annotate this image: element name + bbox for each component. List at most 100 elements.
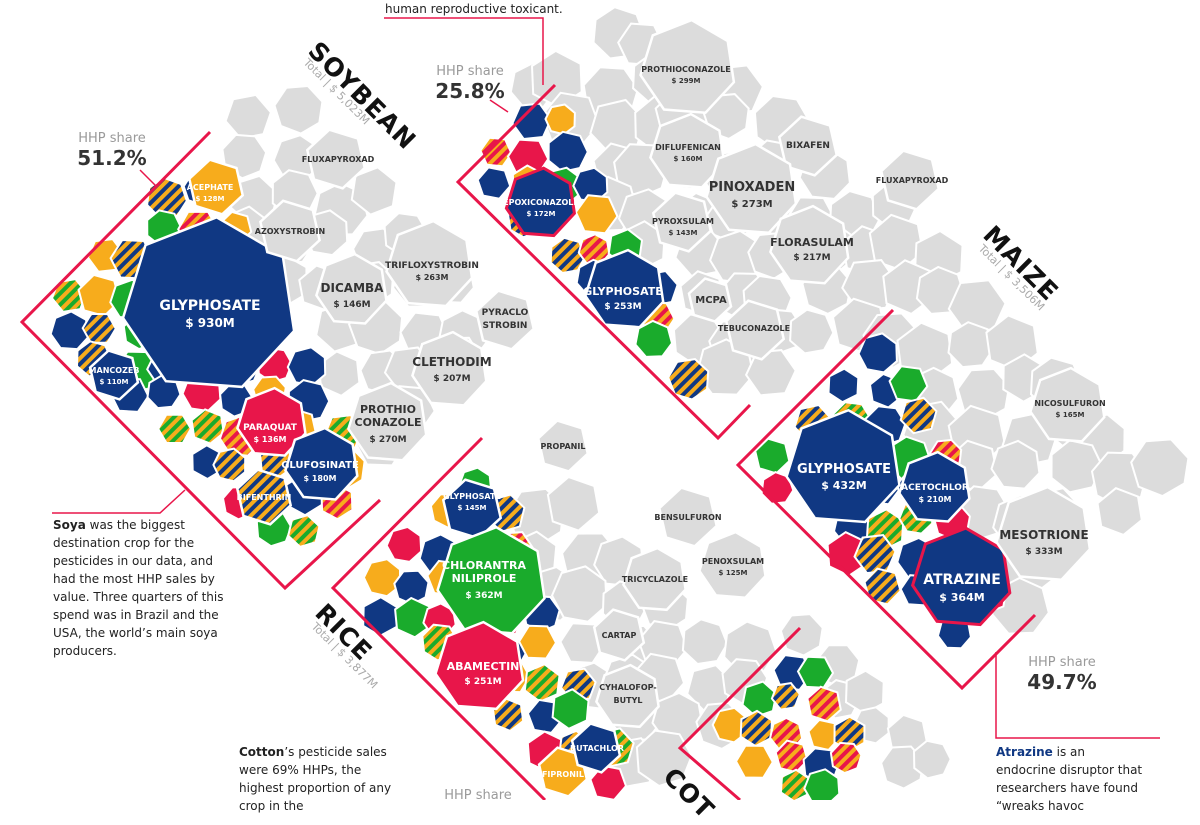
label-dicamba-value: $ 146M [333, 300, 370, 310]
soy-hhp-cell [212, 447, 247, 483]
panel2-share-value: 25.8% [435, 79, 505, 103]
label-glufosinate-value: $ 180M [303, 474, 336, 483]
label-epoxiconazole-value: $ 172M [527, 210, 556, 218]
label-glyphosate-value: $ 253M [604, 302, 641, 312]
cotton-hhp-cell [803, 768, 841, 800]
p2-hhp-cell [544, 103, 576, 136]
cotton-frame [677, 626, 802, 800]
label-fluxapyroxad-name: FLUXAPYROXAD [876, 176, 949, 185]
label-nicosulfuron-value: $ 165M [1056, 411, 1085, 419]
soy-gray-cell [224, 93, 273, 140]
soy-hhp-cell [49, 310, 90, 351]
rice-gray-cell [681, 618, 729, 666]
maize-atrazine-cell [910, 526, 1012, 627]
p2-hhp-cell [572, 166, 609, 204]
label-penoxsulam-value: $ 125M [719, 569, 748, 577]
cotton-hhp-cell [711, 706, 748, 744]
soy-hhp-cell [81, 312, 117, 344]
rice-propanil-cell [536, 419, 590, 473]
rice-tricyclazole-cell [622, 546, 687, 612]
rice-hhp-cell [523, 663, 561, 703]
soya-caption: Soya was the biggest destination crop fo… [53, 516, 225, 660]
label-bixafen-name: BIXAFEN [786, 141, 830, 151]
p2-gray-cell [789, 308, 835, 355]
soy-hhp-cell [157, 413, 193, 445]
label-acephate-name: ACEPHATE [187, 183, 234, 192]
label-cyhalofop-butyl-name-line1: CYHALOFOP- [599, 683, 656, 692]
label-acetochlor-name: ACETOCHLOR [901, 483, 969, 493]
label-butachlor-name: BUTACHLOR [570, 744, 624, 753]
p2-gray-cell [744, 349, 797, 397]
maize-hhp-cell [827, 367, 860, 404]
soy-caption-leader [52, 489, 186, 514]
rice-cartap-cell [592, 608, 646, 662]
p2-prothioconazole-cell [639, 18, 736, 114]
p2-mcpa-cell [687, 277, 733, 323]
maize-share-label: HHP share [1028, 655, 1096, 670]
p2-diflufenican-cell [649, 112, 726, 189]
maize-hhp-cell [899, 396, 938, 435]
soy-clethodim-cell [411, 330, 488, 407]
maize-gray-cell [1050, 439, 1104, 494]
maize-hhp-cell [857, 332, 898, 374]
label-atrazine-value: $ 364M [939, 591, 984, 604]
bottom-share-label: HHP share [444, 788, 512, 803]
label-trifloxystrobin-value: $ 263M [415, 273, 448, 282]
label-mancozeb-value: $ 110M [100, 378, 129, 386]
rice-hhp-cell [551, 688, 590, 730]
p2-pyroxsulam-cell [651, 191, 713, 253]
p2-gray-cell [841, 259, 899, 312]
p2-tebuconazole-cell [724, 299, 786, 361]
atrazine-caption-text: is an endocrine disruptor that researche… [996, 745, 1143, 813]
soybean-share-value: 51.2% [77, 146, 147, 170]
soy-frame [19, 130, 382, 591]
label-glyphosate-value: $ 930M [185, 316, 235, 330]
maize-share-value: 49.7% [1027, 670, 1097, 694]
rice-frame [330, 436, 547, 800]
label-bensulfuron-name: BENSULFURON [654, 513, 721, 522]
p2-bixafen-cell [777, 115, 839, 177]
maize-gray-cell [1130, 438, 1190, 498]
rice-chlorantraniliprole-cell [436, 525, 546, 635]
soy-glufosinate-cell [284, 426, 359, 501]
label-cartap-name: CARTAP [602, 631, 637, 640]
soy-mancozeb-cell [88, 349, 140, 401]
rice-butachlor-cell [570, 722, 622, 774]
soy-hhp-cell [190, 408, 225, 445]
label-dicamba-name: DICAMBA [321, 281, 385, 295]
maize-hhp-cell [853, 534, 897, 575]
cotton-hhp-cell [796, 655, 835, 689]
cotton-hhp-cell [829, 741, 863, 775]
soy-hhp-cell [146, 176, 188, 219]
label-propanil-name: PROPANIL [541, 442, 586, 451]
label-diflufenican-name: DIFLUFENICAN [655, 143, 721, 152]
maize-nicosulfuron-cell [1029, 366, 1106, 443]
label-glufosinate-name: GLUFOSINATE [281, 460, 359, 471]
rice-cyhalofop-cell [595, 663, 660, 729]
p2-fluxapyroxad-cell [879, 149, 941, 211]
label-mcpa-name: MCPA [695, 295, 727, 306]
rice-gray-cell [546, 475, 601, 532]
p2-hhp-cell [547, 130, 589, 173]
p2-hhp-cell [476, 166, 512, 200]
p2-florasulam-cell [769, 204, 850, 285]
label-prothioconazole-value: $ 299M [672, 77, 701, 85]
label-acephate-value: $ 128M [196, 195, 225, 203]
cotton-caption-bold: Cotton [239, 745, 285, 759]
maize-glyphosate-cell [785, 408, 901, 524]
maize-acetochlor-cell [898, 450, 971, 523]
p2-epoxiconazole-cell [504, 166, 576, 238]
rice-penoxsulam-cell [698, 530, 767, 599]
label-paraquat-value: $ 136M [253, 435, 286, 444]
cotton-gray-cell [779, 613, 824, 657]
label-fluxapyroxad-name: FLUXAPYROXAD [302, 155, 375, 164]
label-pinoxaden-value: $ 273M [731, 199, 772, 210]
label-mancozeb-name: MANCOZEB [89, 366, 140, 375]
label-florasulam-name: FLORASULAM [770, 236, 854, 249]
cotton-gray-cell [912, 739, 952, 780]
label-clethodim-name: CLETHODIM [412, 355, 491, 369]
label-chlorantra-niliprole-name-line1: CHLORANTRA [442, 559, 526, 572]
p2-hhp-cell [479, 136, 513, 168]
label-chlorantra-niliprole-name-line2: NILIPROLE [452, 572, 517, 585]
treemap-chart: GLYPHOSATE $ 930M PARAQUAT $ 136M GLUFOSINAT… [19, 6, 1190, 800]
